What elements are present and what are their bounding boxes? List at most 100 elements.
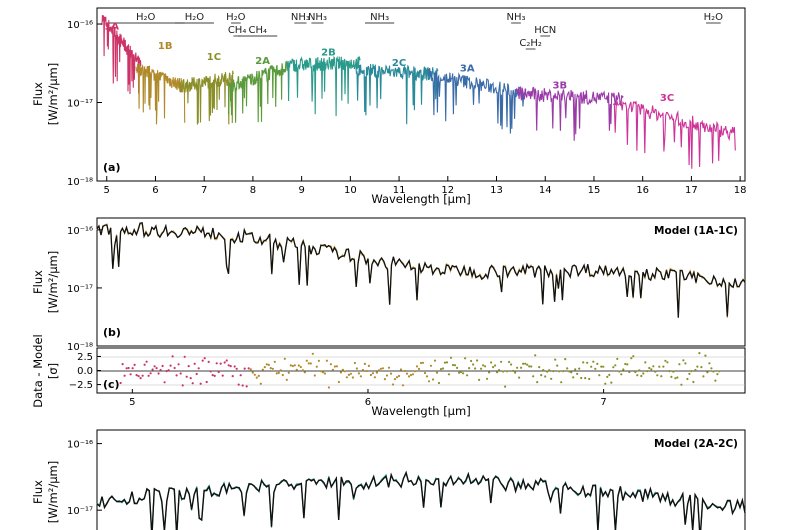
residual-point [425, 375, 429, 378]
residual-point [321, 371, 324, 374]
x-tick-label: 11 [393, 185, 406, 196]
residual-point [345, 376, 348, 379]
residual-point [413, 370, 417, 373]
residual-point [163, 381, 166, 384]
residual-point [698, 352, 701, 355]
residual-point [241, 384, 244, 387]
spectrum-segment-3a [427, 68, 527, 134]
residual-point [427, 380, 431, 383]
residual-point [145, 360, 148, 363]
residual-point [620, 373, 623, 376]
residual-point [375, 371, 378, 374]
panel-a-frame [96, 7, 746, 182]
residual-point [626, 363, 629, 366]
y-tick-label: 10⁻¹⁶ [67, 440, 93, 451]
residual-points [119, 352, 721, 389]
panel-d-model-label: Model (2A-2C) [654, 438, 738, 450]
residual-point [640, 374, 643, 378]
residual-point [131, 367, 134, 370]
residual-point [632, 355, 635, 358]
residual-point [281, 373, 284, 377]
residual-point [223, 361, 226, 364]
residual-point [343, 370, 346, 373]
residual-point [269, 367, 272, 370]
x-tick-label: 8 [250, 185, 256, 196]
residual-point [237, 383, 240, 386]
residual-point [189, 377, 192, 380]
residual-point [558, 370, 561, 373]
residual-point [335, 365, 338, 368]
molecule-label: H₂O [136, 12, 156, 23]
x-tick-label: 14 [539, 185, 552, 196]
residual-point [333, 365, 336, 368]
residual-point [600, 365, 603, 368]
residual-point [644, 361, 647, 364]
residual-point [710, 367, 713, 370]
residual-point [592, 360, 595, 363]
residual-point [590, 365, 593, 368]
molecule-label: H₂O [704, 12, 724, 23]
residual-point [411, 373, 415, 376]
residual-point [127, 366, 130, 370]
residual-point [191, 382, 194, 385]
spectrum-segment-2c [354, 63, 439, 125]
panel-b-model-label: Model (1A-1C) [654, 225, 738, 237]
residual-point [283, 357, 286, 360]
panel-d: 10⁻¹⁶ 10⁻¹⁷ Model (2A-2C) Flux [W/m²/μm] [31, 429, 746, 530]
segment-label-2c: 2C [392, 58, 406, 69]
residual-point [470, 359, 473, 363]
x-tick-label: 18 [734, 185, 747, 196]
residual-point [602, 365, 605, 368]
panel-d-ylabel-1: Flux [31, 480, 45, 504]
panel-c-ylabel-2: [σ] [46, 363, 60, 379]
residual-point [305, 359, 308, 362]
residual-point [518, 376, 521, 379]
residual-point [482, 364, 485, 367]
residual-point [341, 368, 344, 371]
residual-point [596, 362, 599, 365]
residual-point [381, 367, 384, 370]
panel-d-y-ticks: 10⁻¹⁶ 10⁻¹⁷ [67, 440, 102, 517]
molecule-label: NH₃ [308, 12, 327, 23]
residual-point [155, 367, 158, 370]
residual-point [271, 367, 274, 370]
residual-point [167, 369, 170, 372]
residual-point [243, 367, 246, 370]
x-tick-label: 5 [104, 185, 110, 196]
residual-point [618, 370, 621, 373]
y-tick-label: 10⁻¹⁸ [67, 342, 93, 353]
spectrum-segment-3c [612, 99, 736, 169]
panel-c-x-ticks: 5 6 7 [129, 389, 607, 408]
residual-point [638, 369, 641, 372]
residual-point [582, 361, 585, 364]
residual-point [181, 384, 184, 387]
residual-point [530, 365, 533, 368]
molecule-label: NH₃ [506, 12, 525, 23]
residual-point [435, 371, 439, 374]
residual-point [664, 359, 667, 362]
residual-point [247, 367, 250, 370]
residual-point [297, 364, 300, 367]
panel-d-model-spectrum [96, 470, 746, 530]
residual-point [666, 361, 669, 364]
residual-point [277, 371, 280, 374]
residual-point [562, 370, 565, 373]
residual-point [235, 367, 238, 370]
residual-point [221, 374, 224, 377]
residual-point [417, 367, 421, 370]
residual-point [393, 378, 397, 381]
residual-point [179, 372, 182, 375]
x-tick-label: 17 [685, 185, 698, 196]
residual-point [313, 374, 316, 377]
residual-point [207, 360, 210, 363]
residual-point [227, 364, 230, 367]
residual-point [421, 361, 425, 364]
segment-label-1a: 1A [104, 22, 119, 33]
x-tick-label: 5 [129, 397, 135, 408]
residual-point [377, 369, 380, 372]
x-tick-label: 10 [344, 185, 357, 196]
residual-point [407, 375, 411, 378]
residual-point [540, 374, 543, 377]
